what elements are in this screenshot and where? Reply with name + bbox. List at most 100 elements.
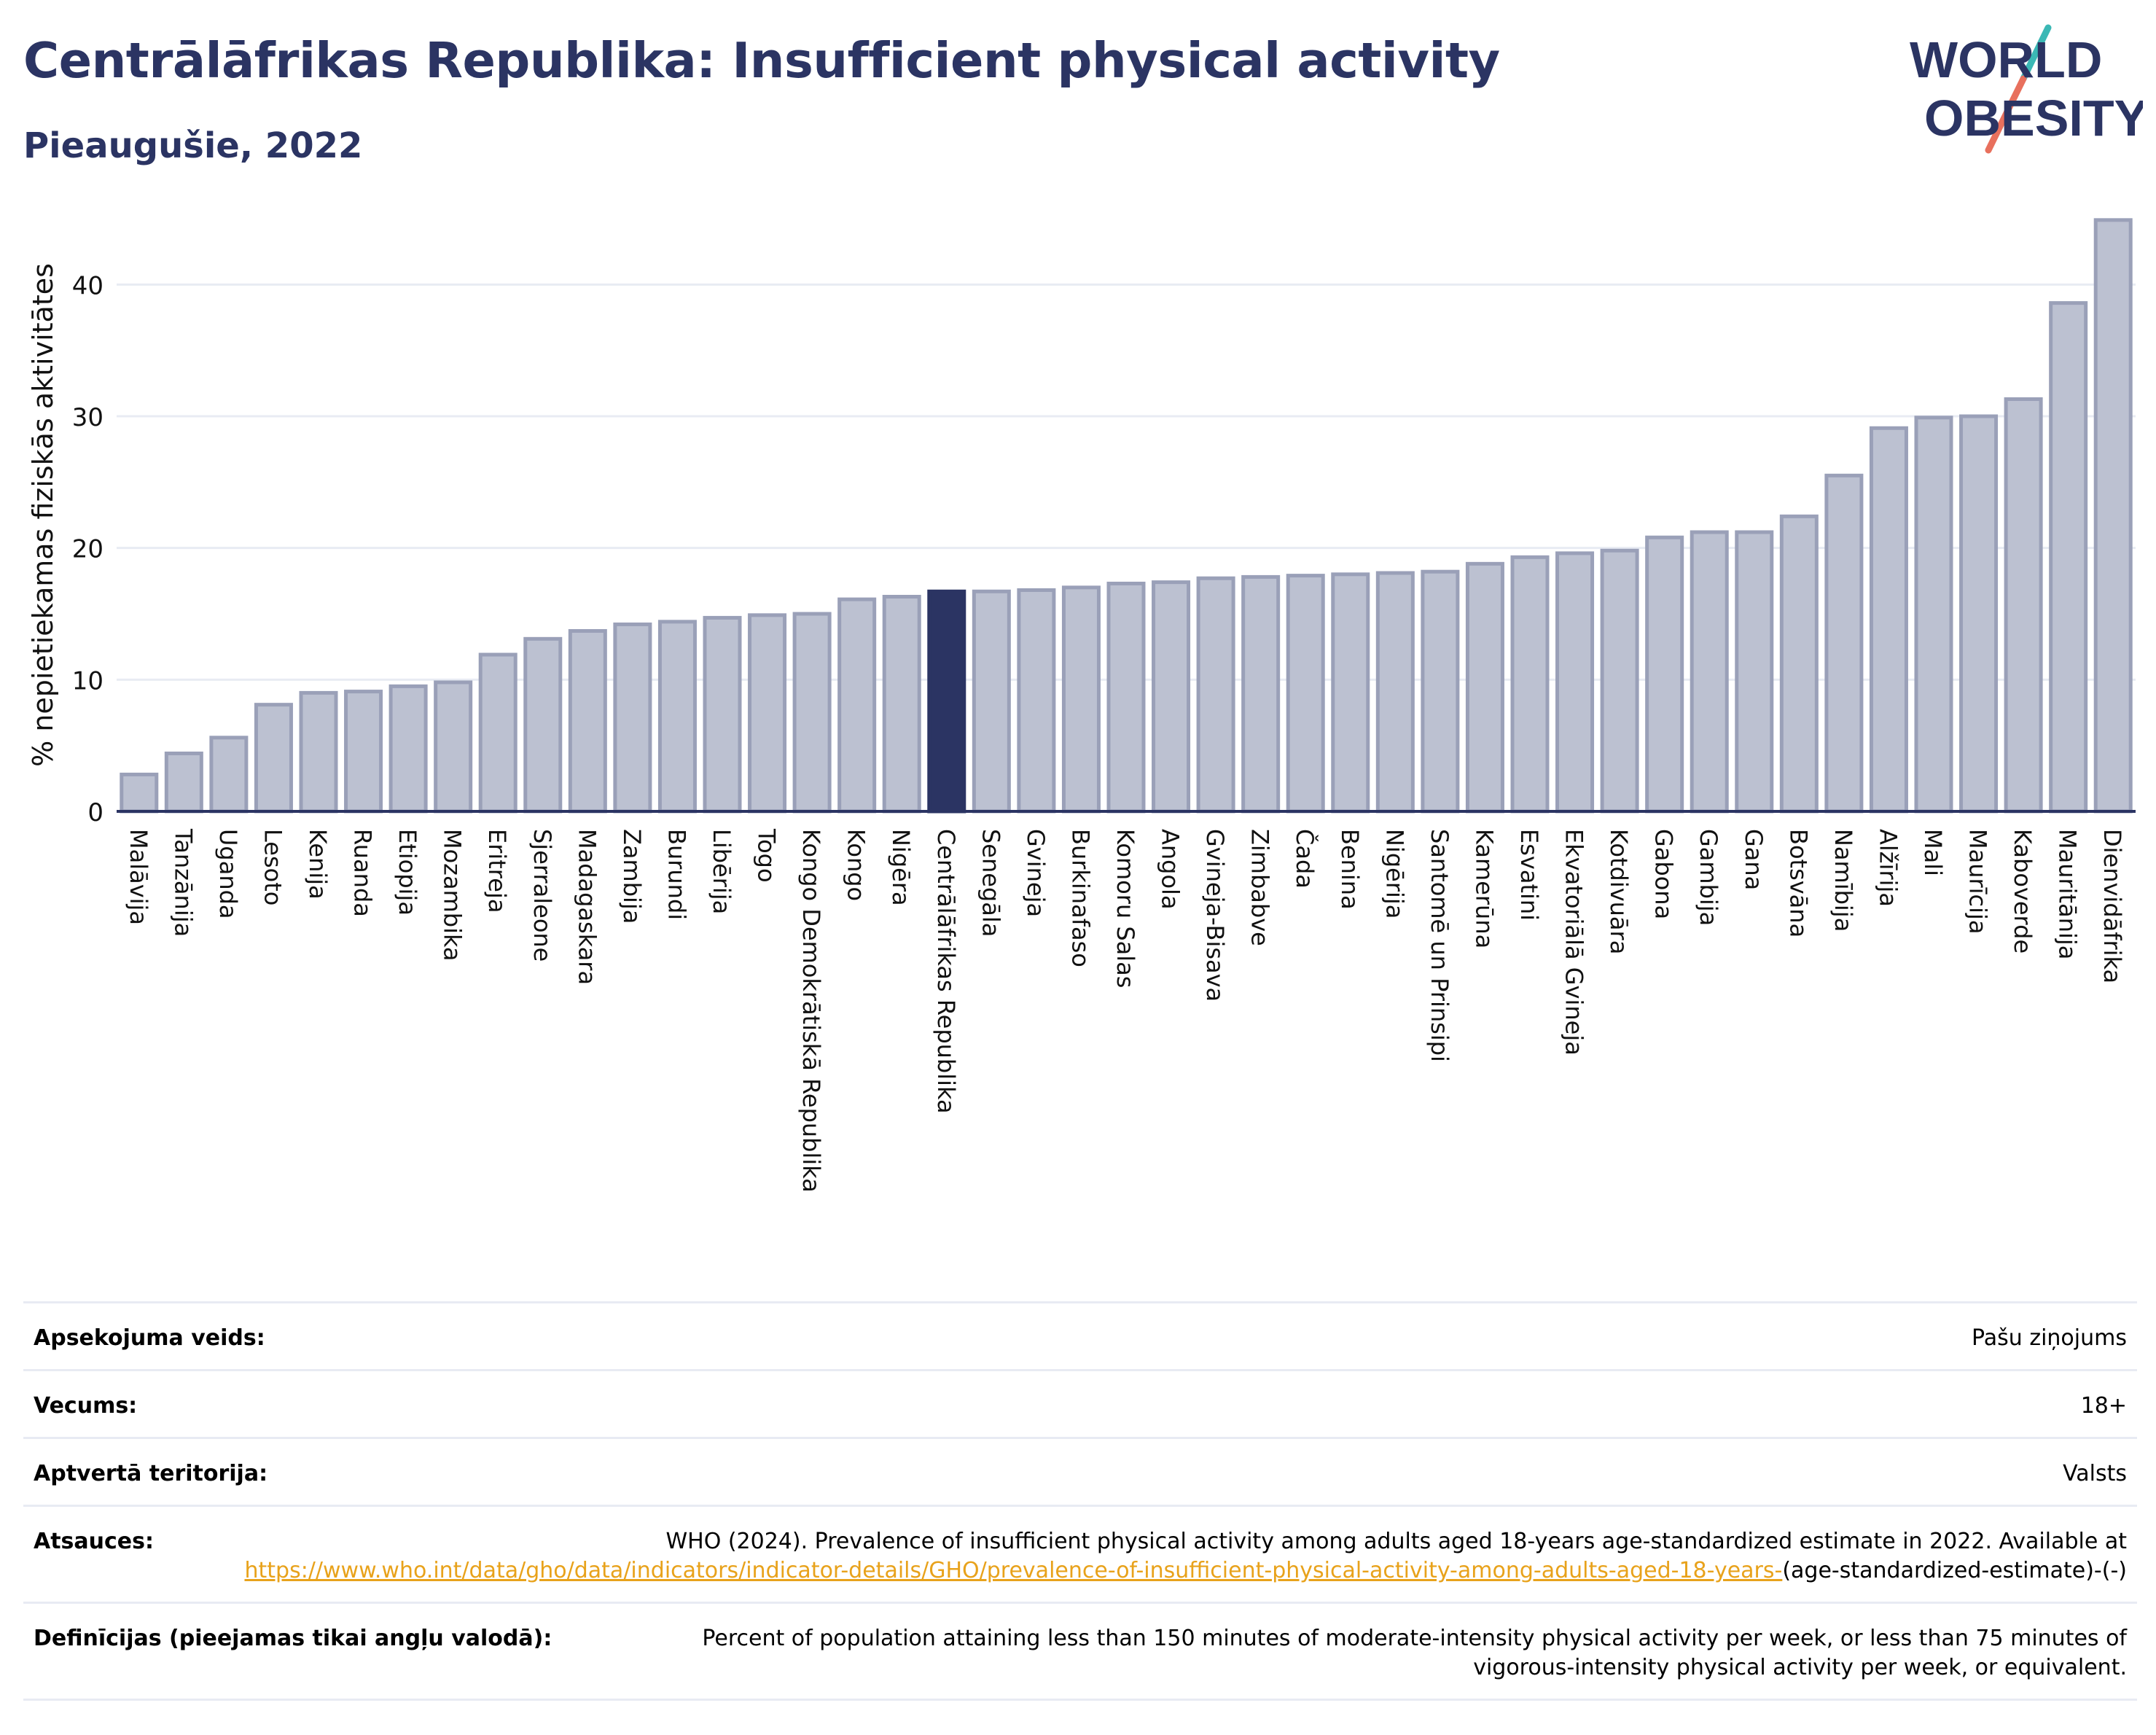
x-tick-label: Madagaskara [573,829,601,985]
x-tick-label: Ekvatoriālā Gvineja [1561,829,1588,1056]
reference-link[interactable]: https://www.who.int/data/gho/data/indica… [244,1558,1783,1583]
x-tick-label: Santomē un Prinsipi [1426,829,1453,1062]
bar [748,613,787,814]
bar [1375,571,1415,814]
x-tick-label: Sjerraleone [528,829,556,962]
meta-label: Vecums: [34,1393,138,1419]
bar [1061,585,1101,814]
bar [792,612,832,814]
x-tick-label: Kongo [843,829,870,901]
x-tick-label: Etiopija [394,829,421,916]
bar [1152,580,1191,814]
bar [1824,473,1864,814]
y-axis-ticks: 0 10 20 30 40 [72,271,103,827]
x-tick-label: Kenija [304,829,332,900]
bar [568,628,607,814]
meta-row-definitions: Definīcijas (pieejamas tikai angļu valod… [23,1602,2137,1701]
bar [2004,397,2043,814]
x-tick-label: Kaboverde [2009,829,2036,954]
x-tick-label: Kotdivuāra [1605,829,1633,954]
x-tick-label: Gabona [1650,829,1678,919]
x-tick-label: Uganda [214,829,242,919]
meta-value: Pašu ziņojums [1972,1325,2127,1351]
bar [972,589,1011,814]
bar [1286,574,1325,814]
x-tick-label: Centrālāfrikas Republika [932,829,960,1114]
x-tick-label: Nigērija [1380,829,1408,919]
bar [1869,426,1908,814]
bar [120,772,159,814]
x-tick-label: Togo [753,828,781,883]
y-tick-label: 30 [72,403,103,432]
meta-label: Aptvertā teritorija: [34,1461,268,1486]
x-tick-label: Čada [1291,829,1319,889]
x-tick-label: Botsvāna [1784,829,1812,937]
x-tick-label: Mali [1919,829,1947,876]
bar [613,622,652,814]
bar [523,636,563,814]
bar [1645,535,1684,814]
bar [1959,414,1999,814]
metadata-table: Apsekojuma veids: Pašu ziņojums Vecums: … [23,1301,2137,1701]
x-tick-label: Ruanda [349,829,377,917]
bar [209,736,249,814]
x-tick-label: Angola [1157,829,1184,910]
bar [1690,530,1729,814]
meta-row-references: Atsauces: WHO (2024). Prevalence of insu… [23,1505,2137,1602]
x-tick-label: Tanzānija [169,828,197,937]
reference-suffix: (age-standardized-estimate)-(-) [1782,1558,2127,1583]
meta-value: Valsts [2063,1461,2127,1486]
bar [1779,514,1819,814]
y-tick-label: 0 [87,798,103,827]
bar [1510,555,1550,814]
x-tick-label: Esvatini [1515,829,1543,921]
y-tick-label: 40 [72,271,103,300]
x-tick-label: Burundi [663,829,690,920]
x-tick-label: Gvineja [1022,829,1050,917]
x-tick-label: Mauritānija [2054,829,2082,959]
x-tick-label: Malāvija [125,829,152,925]
bar [2049,301,2088,814]
meta-value: WHO (2024). Prevalence of insufficient p… [154,1527,2127,1586]
x-tick-label: Mozambika [439,829,466,962]
meta-label: Apsekojuma veids: [34,1325,265,1351]
y-tick-label: 20 [72,535,103,564]
bars [120,218,2133,814]
meta-row-age: Vecums: 18+ [23,1369,2137,1437]
x-tick-label: Zimbabve [1246,829,1274,946]
bar [1331,572,1370,814]
bar [1600,548,1639,814]
x-tick-label: Zambija [618,829,646,924]
meta-row-coverage: Aptvertā teritorija: Valsts [23,1437,2137,1505]
x-tick-label: Kamerūna [1470,829,1498,948]
bar-chart: 0 10 20 30 40 Malāvija Tanzānija Uganda Lesoto K… [27,218,2136,1193]
bar [703,615,742,814]
x-tick-label: Gana [1740,829,1768,890]
x-tick-label: Gvineja-Bisava [1201,829,1229,1002]
bar [1196,576,1235,814]
x-tick-label: Namībija [1829,829,1857,932]
bar [1465,561,1504,814]
meta-row-survey-type: Apsekojuma veids: Pašu ziņojums [23,1301,2137,1369]
bar [1106,581,1146,814]
meta-value: 18+ [2080,1393,2127,1419]
bar [1017,588,1056,814]
bar [388,684,428,814]
meta-value: Percent of population attaining less tha… [702,1626,2127,1680]
x-tick-label: Kongo Demokrātiskā Republika [797,829,825,1193]
bar [434,680,473,814]
x-tick-label: Maurīcija [1964,829,1992,935]
bar [882,595,921,814]
y-axis-label: % nepietiekamas fiziskās aktivitātes [27,263,59,767]
bar [254,703,293,814]
bar [1735,530,1774,814]
x-tick-label: Burkinafaso [1066,829,1094,967]
bar [478,652,517,814]
x-tick-label: Komoru Salas [1112,829,1139,988]
logo-line-1: WORLD [1910,31,2102,88]
bar [164,752,203,814]
bar [1555,551,1595,814]
bar [1914,416,1953,814]
world-obesity-logo: WORLD OBESITY [1910,24,2143,154]
x-tick-label: Eritreja [483,829,511,913]
